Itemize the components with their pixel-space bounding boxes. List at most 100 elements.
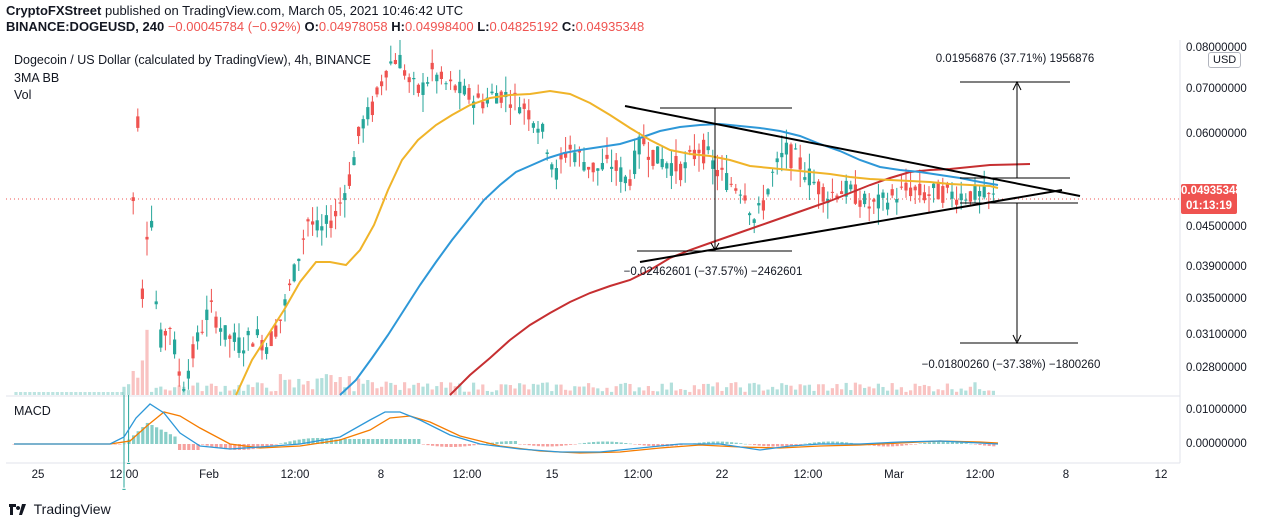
candle-body bbox=[324, 215, 328, 224]
macd-bar bbox=[375, 439, 379, 444]
candle bbox=[541, 122, 545, 139]
candle-body bbox=[449, 79, 453, 82]
macd-bar bbox=[743, 443, 747, 445]
macd-bar bbox=[472, 444, 476, 446]
volume-bar bbox=[725, 387, 729, 395]
candle bbox=[821, 183, 825, 213]
candle-body bbox=[269, 331, 273, 347]
candle bbox=[407, 73, 411, 93]
volume-bar bbox=[964, 390, 968, 395]
currency-badge[interactable]: USD bbox=[1208, 52, 1242, 68]
macd-bar bbox=[343, 439, 347, 444]
candle bbox=[476, 84, 480, 99]
candle-body bbox=[255, 329, 259, 336]
volume-bar bbox=[200, 391, 204, 395]
indicator-macd[interactable]: MACD bbox=[14, 404, 51, 418]
candle-body bbox=[932, 183, 936, 189]
macd-bar bbox=[651, 444, 655, 447]
candle-body bbox=[131, 197, 135, 202]
candle bbox=[301, 229, 305, 255]
candle-body bbox=[927, 194, 931, 196]
macd-bar bbox=[293, 440, 297, 444]
candle-body bbox=[154, 301, 158, 305]
candle bbox=[614, 153, 618, 186]
indicator-3ma-bb[interactable]: 3MA BB bbox=[14, 71, 60, 85]
volume-bar bbox=[835, 384, 839, 395]
volume-bar bbox=[283, 379, 287, 395]
volume-bar bbox=[886, 390, 890, 395]
candle-body bbox=[334, 210, 338, 217]
macd-bar bbox=[210, 444, 214, 447]
macd-bar bbox=[955, 442, 959, 444]
x-tick-label: 12:00 bbox=[794, 469, 823, 481]
macd-bar bbox=[398, 439, 402, 444]
volume-bar bbox=[527, 389, 531, 395]
volume-bar bbox=[757, 384, 761, 395]
candle bbox=[775, 151, 779, 175]
candle-body bbox=[228, 335, 232, 339]
candle-body bbox=[807, 168, 811, 186]
macd-bar bbox=[431, 444, 435, 446]
publisher-name[interactable]: CryptoFXStreet bbox=[6, 3, 102, 18]
volume-bar bbox=[821, 384, 825, 395]
candle-body bbox=[821, 187, 825, 202]
candle bbox=[706, 131, 710, 155]
candle bbox=[462, 78, 466, 96]
candle-body bbox=[702, 139, 706, 164]
volume-bar bbox=[338, 377, 342, 395]
volume-bar bbox=[306, 381, 310, 395]
volume-bar bbox=[472, 382, 476, 395]
volume-bar bbox=[936, 389, 940, 395]
candle-body bbox=[366, 107, 370, 120]
volume-bar bbox=[288, 379, 292, 395]
volume-bar bbox=[715, 382, 719, 395]
candle bbox=[610, 149, 614, 183]
candle bbox=[858, 190, 862, 218]
triangle-lower-trendline bbox=[639, 189, 1063, 263]
candle bbox=[853, 170, 857, 205]
candle-body bbox=[370, 101, 374, 116]
macd-bar bbox=[283, 442, 287, 444]
volume-bar bbox=[398, 389, 402, 395]
candle-body bbox=[761, 200, 765, 211]
x-tick-label: 25 bbox=[32, 469, 45, 481]
candle-body bbox=[899, 186, 903, 188]
candle bbox=[375, 86, 379, 98]
candle-body bbox=[462, 85, 466, 95]
volume-bar bbox=[430, 389, 434, 395]
tradingview-logo[interactable]: TradingView bbox=[8, 501, 111, 517]
candle bbox=[679, 161, 683, 187]
candle-body bbox=[619, 167, 623, 182]
candle-body bbox=[945, 183, 949, 188]
volume-bar bbox=[577, 386, 581, 395]
macd-bar bbox=[992, 444, 996, 447]
volume-bar bbox=[679, 389, 683, 395]
x-tick-label: 12:00 bbox=[453, 469, 482, 481]
macd-bar bbox=[201, 444, 205, 445]
macd-bar bbox=[150, 425, 154, 444]
volume-bar bbox=[439, 382, 443, 395]
volume-bar bbox=[683, 389, 687, 395]
candle bbox=[660, 147, 664, 170]
x-tick-label: Feb bbox=[199, 469, 219, 481]
candle bbox=[136, 108, 140, 132]
candle-body bbox=[541, 123, 545, 132]
macd-bar bbox=[596, 441, 600, 444]
macd-bar bbox=[762, 444, 766, 447]
candle-body bbox=[398, 54, 402, 69]
candle bbox=[955, 186, 959, 214]
candle-body bbox=[637, 136, 641, 155]
candle-body bbox=[863, 193, 867, 205]
candle-body bbox=[656, 146, 660, 164]
volume-bar bbox=[389, 382, 393, 395]
macd-bar bbox=[725, 441, 729, 444]
volume-bar bbox=[702, 383, 706, 395]
volume-bar bbox=[522, 384, 526, 395]
candle bbox=[605, 137, 609, 164]
volume-bar bbox=[242, 390, 246, 395]
volume-bar bbox=[803, 385, 807, 395]
candle bbox=[131, 192, 135, 215]
indicator-vol[interactable]: Vol bbox=[14, 88, 32, 102]
macd-bar bbox=[932, 441, 936, 444]
